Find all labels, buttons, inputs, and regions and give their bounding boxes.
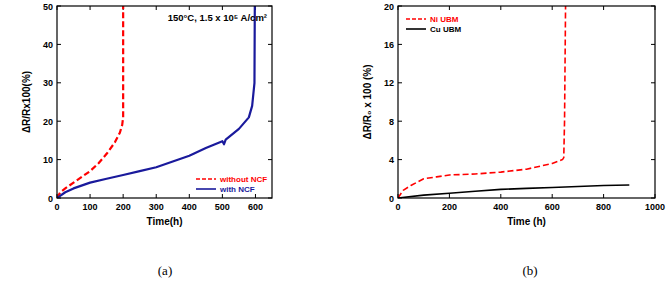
- chart: 0 200 400 600 800 1000 0 4 8 12 16 20 Time (h) ΔR/R₀ …: [362, 2, 665, 279]
- y-tick: [268, 159, 272, 160]
- y-tick: [398, 159, 402, 160]
- plot-area: [57, 6, 255, 198]
- y-tick-label: 12: [384, 78, 394, 88]
- legend: without NCFwith NCF: [196, 175, 267, 194]
- y-tick-label: 50: [43, 2, 53, 12]
- x-tick: [156, 194, 157, 198]
- legend-swatch: [196, 178, 216, 180]
- x-tick-label: 200: [116, 202, 131, 212]
- x-tick-label: 400: [493, 202, 508, 212]
- chart-caption: (b): [522, 263, 537, 278]
- y-tick-label: 0: [389, 194, 394, 204]
- y-tick: [398, 82, 402, 83]
- x-tick: [552, 194, 553, 198]
- x-tick: [123, 194, 124, 198]
- series-line: [398, 6, 566, 198]
- y-tick: [398, 121, 402, 122]
- y-axis-label: ΔR/Rx100(%): [21, 71, 32, 133]
- x-tick-label: 400: [182, 202, 197, 212]
- y-tick-label: 40: [43, 40, 53, 50]
- y-tick-label: 0: [48, 194, 53, 204]
- y-tick: [268, 82, 272, 83]
- x-tick: [603, 194, 604, 198]
- x-tick-label: 100: [83, 202, 98, 212]
- x-tick-label: 1000: [645, 202, 665, 212]
- y-tick: [398, 44, 402, 45]
- x-tick: [500, 194, 501, 198]
- series-line: [57, 6, 255, 198]
- plot-frame: [57, 6, 272, 198]
- series-line: [57, 6, 123, 198]
- x-tick-label: 600: [248, 202, 263, 212]
- x-tick: [255, 194, 256, 198]
- plot-area: [398, 6, 629, 198]
- x-axis-label: Time (h): [507, 216, 546, 227]
- y-tick: [268, 121, 272, 122]
- x-tick-label: 800: [596, 202, 611, 212]
- x-tick: [222, 194, 223, 198]
- legend: Ni UBMCu UBM: [406, 15, 461, 34]
- chart: 0 100 200 300 400 500 600 0 10 20 30 40 50 Time(h) ΔR/…: [21, 2, 272, 279]
- y-axis-label: ΔR/R₀ x 100 (%): [362, 64, 373, 139]
- x-tick-label: 0: [395, 202, 400, 212]
- y-tick-label: 20: [384, 2, 394, 12]
- x-axis-label: Time(h): [147, 216, 183, 227]
- figure: 010020030040050060001020304050Time(h)ΔR/…: [0, 0, 666, 287]
- legend-label: Ni UBM: [430, 15, 459, 24]
- x-tick-label: 0: [54, 202, 59, 212]
- legend-label: without NCF: [219, 175, 267, 184]
- legend-label: with NCF: [219, 185, 255, 194]
- x-tick: [90, 194, 91, 198]
- x-tick-label: 500: [215, 202, 230, 212]
- y-tick: [268, 44, 272, 45]
- y-tick-label: 10: [43, 155, 53, 165]
- y-tick-label: 8: [389, 117, 394, 127]
- plot-frame: [398, 6, 655, 198]
- chart-caption: (a): [158, 263, 172, 278]
- x-tick: [189, 194, 190, 198]
- y-tick-label: 16: [384, 40, 394, 50]
- y-tick-label: 20: [43, 117, 53, 127]
- legend-swatch: [406, 28, 426, 30]
- x-tick-label: 200: [442, 202, 457, 212]
- x-tick-label: 600: [545, 202, 560, 212]
- legend-swatch: [196, 188, 216, 190]
- legend-label: Cu UBM: [430, 25, 461, 34]
- x-tick: [449, 194, 450, 198]
- x-tick-label: 300: [149, 202, 164, 212]
- annotation: 150°C, 1.5 x 10⁵ A/cm²: [168, 12, 267, 23]
- series-line: [398, 185, 629, 198]
- y-tick-label: 4: [389, 155, 394, 165]
- legend-swatch: [406, 18, 426, 20]
- y-tick-label: 30: [43, 78, 53, 88]
